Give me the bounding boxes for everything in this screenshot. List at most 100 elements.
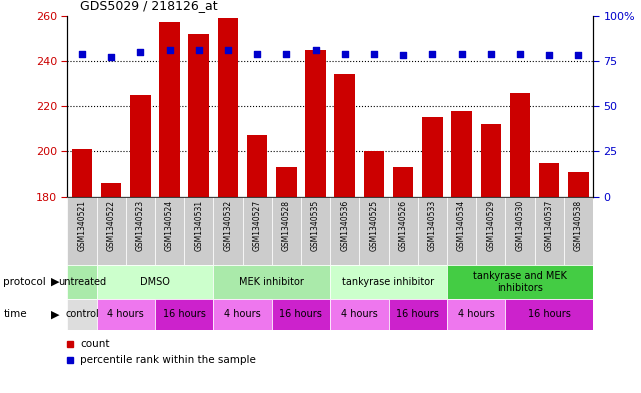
Bar bbox=[242, 196, 272, 265]
Bar bbox=[67, 196, 97, 265]
Point bbox=[544, 52, 554, 59]
Point bbox=[135, 49, 146, 55]
Bar bbox=[184, 196, 213, 265]
Text: 4 hours: 4 hours bbox=[224, 309, 261, 320]
Text: tankyrase and MEK
inhibitors: tankyrase and MEK inhibitors bbox=[473, 271, 567, 293]
Bar bbox=[568, 172, 588, 196]
Bar bbox=[510, 93, 530, 196]
Text: DMSO: DMSO bbox=[140, 277, 170, 287]
Bar bbox=[213, 196, 242, 265]
Bar bbox=[476, 196, 505, 265]
Bar bbox=[388, 299, 447, 330]
Text: GSM1340521: GSM1340521 bbox=[78, 200, 87, 251]
Point bbox=[310, 47, 320, 53]
Bar bbox=[363, 151, 384, 196]
Bar bbox=[447, 299, 505, 330]
Point bbox=[486, 51, 496, 57]
Bar bbox=[213, 299, 272, 330]
Text: GSM1340528: GSM1340528 bbox=[282, 200, 291, 251]
Bar bbox=[451, 111, 472, 196]
Bar bbox=[330, 196, 360, 265]
Text: ▶: ▶ bbox=[51, 309, 60, 320]
Bar bbox=[218, 18, 238, 196]
Text: GSM1340526: GSM1340526 bbox=[399, 200, 408, 251]
Bar bbox=[330, 299, 388, 330]
Bar bbox=[155, 196, 184, 265]
Text: GSM1340531: GSM1340531 bbox=[194, 200, 203, 251]
Text: untreated: untreated bbox=[58, 277, 106, 287]
Bar bbox=[301, 196, 330, 265]
Bar bbox=[447, 265, 593, 299]
Bar bbox=[330, 265, 447, 299]
Bar bbox=[418, 196, 447, 265]
Text: GSM1340535: GSM1340535 bbox=[311, 200, 320, 251]
Text: GSM1340525: GSM1340525 bbox=[369, 200, 378, 251]
Bar bbox=[505, 196, 535, 265]
Bar bbox=[272, 299, 330, 330]
Bar bbox=[563, 196, 593, 265]
Text: GSM1340536: GSM1340536 bbox=[340, 200, 349, 251]
Bar bbox=[335, 75, 355, 196]
Bar bbox=[130, 95, 151, 196]
Bar bbox=[276, 167, 297, 196]
Bar bbox=[360, 196, 388, 265]
Bar bbox=[505, 299, 593, 330]
Text: GSM1340524: GSM1340524 bbox=[165, 200, 174, 251]
Bar bbox=[188, 34, 209, 197]
Text: GSM1340529: GSM1340529 bbox=[487, 200, 495, 251]
Bar bbox=[422, 118, 442, 196]
Bar bbox=[67, 299, 97, 330]
Text: tankyrase inhibitor: tankyrase inhibitor bbox=[342, 277, 435, 287]
Point bbox=[106, 54, 116, 61]
Point bbox=[252, 51, 262, 57]
Point bbox=[77, 51, 87, 57]
Text: 4 hours: 4 hours bbox=[458, 309, 494, 320]
Bar bbox=[393, 167, 413, 196]
Bar bbox=[159, 22, 179, 196]
Point bbox=[456, 51, 467, 57]
Bar bbox=[101, 183, 121, 196]
Bar bbox=[97, 196, 126, 265]
Bar bbox=[72, 149, 92, 196]
Text: 16 hours: 16 hours bbox=[163, 309, 206, 320]
Bar bbox=[213, 265, 330, 299]
Point bbox=[515, 51, 525, 57]
Text: GSM1340527: GSM1340527 bbox=[253, 200, 262, 251]
Bar bbox=[97, 265, 213, 299]
Text: GSM1340534: GSM1340534 bbox=[457, 200, 466, 251]
Text: GSM1340538: GSM1340538 bbox=[574, 200, 583, 251]
Text: 16 hours: 16 hours bbox=[528, 309, 570, 320]
Text: time: time bbox=[3, 309, 27, 320]
Bar bbox=[539, 163, 560, 196]
Text: GSM1340532: GSM1340532 bbox=[224, 200, 233, 251]
Bar bbox=[535, 196, 563, 265]
Point bbox=[398, 52, 408, 59]
Point bbox=[340, 51, 350, 57]
Bar bbox=[67, 265, 97, 299]
Text: GDS5029 / 218126_at: GDS5029 / 218126_at bbox=[80, 0, 218, 12]
Text: GSM1340522: GSM1340522 bbox=[106, 200, 115, 251]
Point bbox=[281, 51, 292, 57]
Text: protocol: protocol bbox=[3, 277, 46, 287]
Text: GSM1340523: GSM1340523 bbox=[136, 200, 145, 251]
Text: GSM1340530: GSM1340530 bbox=[515, 200, 524, 251]
Point bbox=[223, 47, 233, 53]
Point bbox=[164, 47, 174, 53]
Bar bbox=[155, 299, 213, 330]
Text: ▶: ▶ bbox=[51, 277, 60, 287]
Text: MEK inhibitor: MEK inhibitor bbox=[239, 277, 304, 287]
Bar bbox=[388, 196, 418, 265]
Text: 4 hours: 4 hours bbox=[107, 309, 144, 320]
Bar bbox=[272, 196, 301, 265]
Text: control: control bbox=[65, 309, 99, 320]
Point bbox=[573, 52, 583, 59]
Bar bbox=[97, 299, 155, 330]
Text: GSM1340533: GSM1340533 bbox=[428, 200, 437, 251]
Text: 16 hours: 16 hours bbox=[279, 309, 322, 320]
Bar bbox=[481, 124, 501, 196]
Bar bbox=[247, 136, 267, 196]
Bar bbox=[305, 50, 326, 196]
Text: 4 hours: 4 hours bbox=[341, 309, 378, 320]
Point bbox=[427, 51, 437, 57]
Point bbox=[369, 51, 379, 57]
